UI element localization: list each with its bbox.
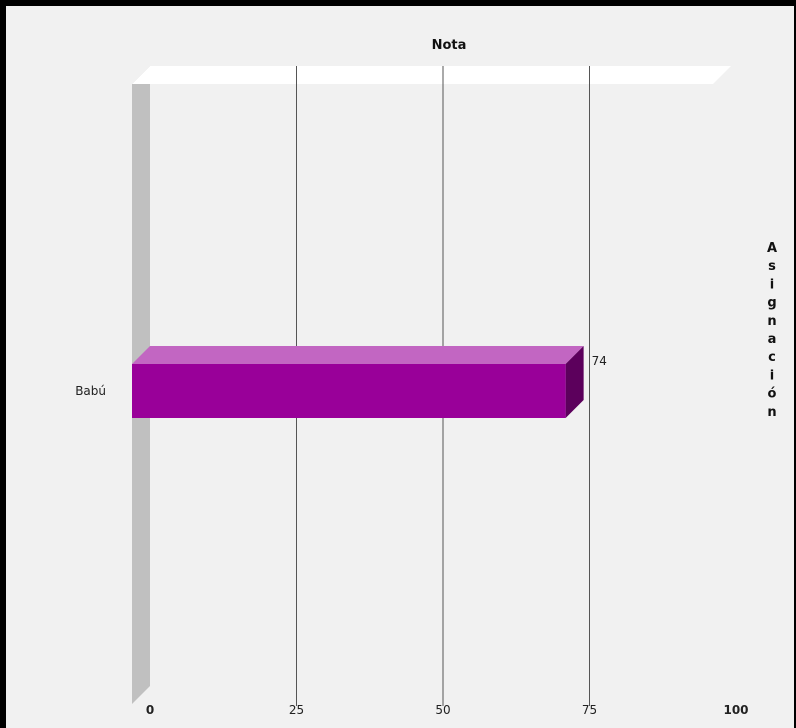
x-tick-label: 100 [723, 703, 748, 717]
y-axis-label-char: s [768, 259, 776, 274]
y-axis-label-char: g [767, 296, 776, 311]
x-tick-label: 50 [435, 703, 450, 717]
y-axis-label-char: ó [768, 387, 777, 402]
x-tick-label: 75 [582, 703, 597, 717]
y-axis-label-char: A [767, 241, 777, 256]
data-label: 74 [592, 354, 607, 368]
y-axis-label-char: i [770, 277, 774, 292]
y-axis-label-char: n [767, 314, 776, 329]
y-axis-label-char: n [767, 405, 776, 420]
y-axis-label-char: c [768, 350, 776, 365]
bar [132, 346, 584, 418]
x-tick-label: 0 [146, 703, 154, 717]
chart-title: Nota [432, 38, 467, 53]
bar-side-face [565, 346, 584, 418]
y-axis-label-char: a [768, 332, 777, 347]
x-tick-label: 25 [289, 703, 304, 717]
category-label: Babú [75, 384, 106, 398]
y-axis-label-char: i [770, 368, 774, 383]
bar-top-face [132, 346, 584, 364]
bar-front-face [132, 364, 566, 418]
top-wall [132, 66, 731, 84]
